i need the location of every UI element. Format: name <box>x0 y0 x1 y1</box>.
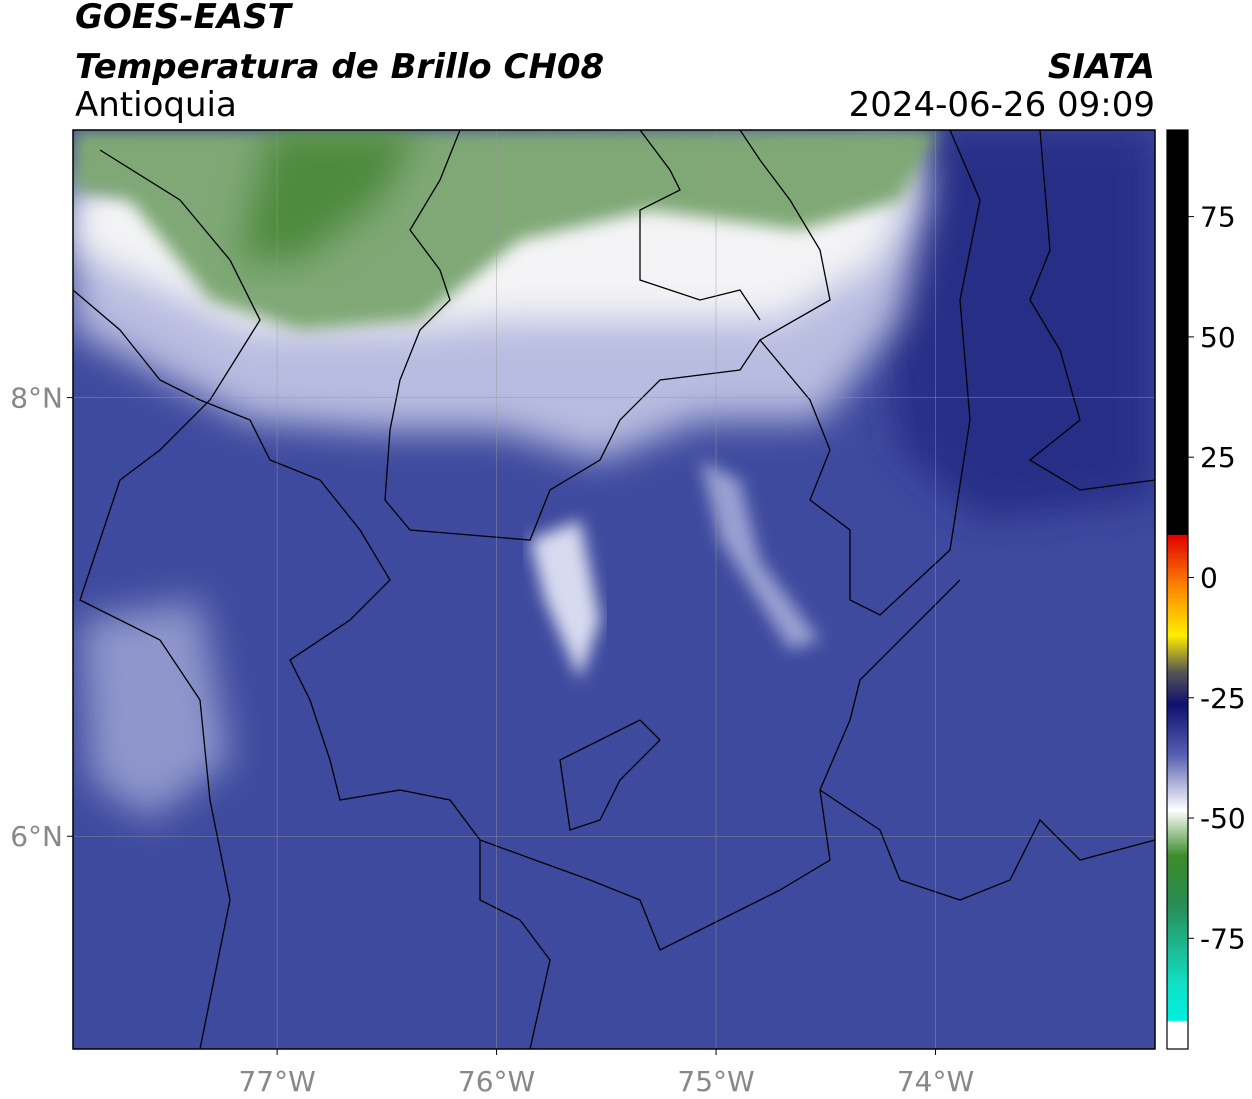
brightness-temperature-field <box>73 130 1155 1049</box>
graticule <box>73 130 1155 1049</box>
x-tick-label: 76°W <box>458 1065 535 1098</box>
boundaries <box>73 130 1155 1049</box>
colorbar-tick-label: -25 <box>1200 682 1246 715</box>
colorbar-tick-label: 75 <box>1200 201 1236 234</box>
colorbar-tick-label: 25 <box>1200 441 1236 474</box>
x-tick-label: 74°W <box>897 1065 974 1098</box>
map-frame <box>72 129 1156 1050</box>
x-tick-label: 77°W <box>238 1065 315 1098</box>
subtitle: Temperatura de Brillo CH08 <box>75 47 604 87</box>
colorbar-tick-label: 50 <box>1200 321 1236 354</box>
title: GOES-EAST <box>75 0 294 37</box>
x-tick-label: 75°W <box>677 1065 754 1098</box>
y-tick-label: 8°N <box>10 382 63 415</box>
colorbar-tick-label: -75 <box>1200 922 1246 955</box>
y-tick-label: 6°N <box>10 820 63 853</box>
colorbar <box>1166 129 1189 1050</box>
colorbar-tick-label: -50 <box>1200 802 1246 835</box>
region: Antioquia <box>75 85 237 125</box>
source: SIATA <box>1048 47 1155 87</box>
timestamp: 2024-06-26 09:09 <box>849 85 1155 125</box>
colorbar-tick-label: 0 <box>1200 561 1218 594</box>
